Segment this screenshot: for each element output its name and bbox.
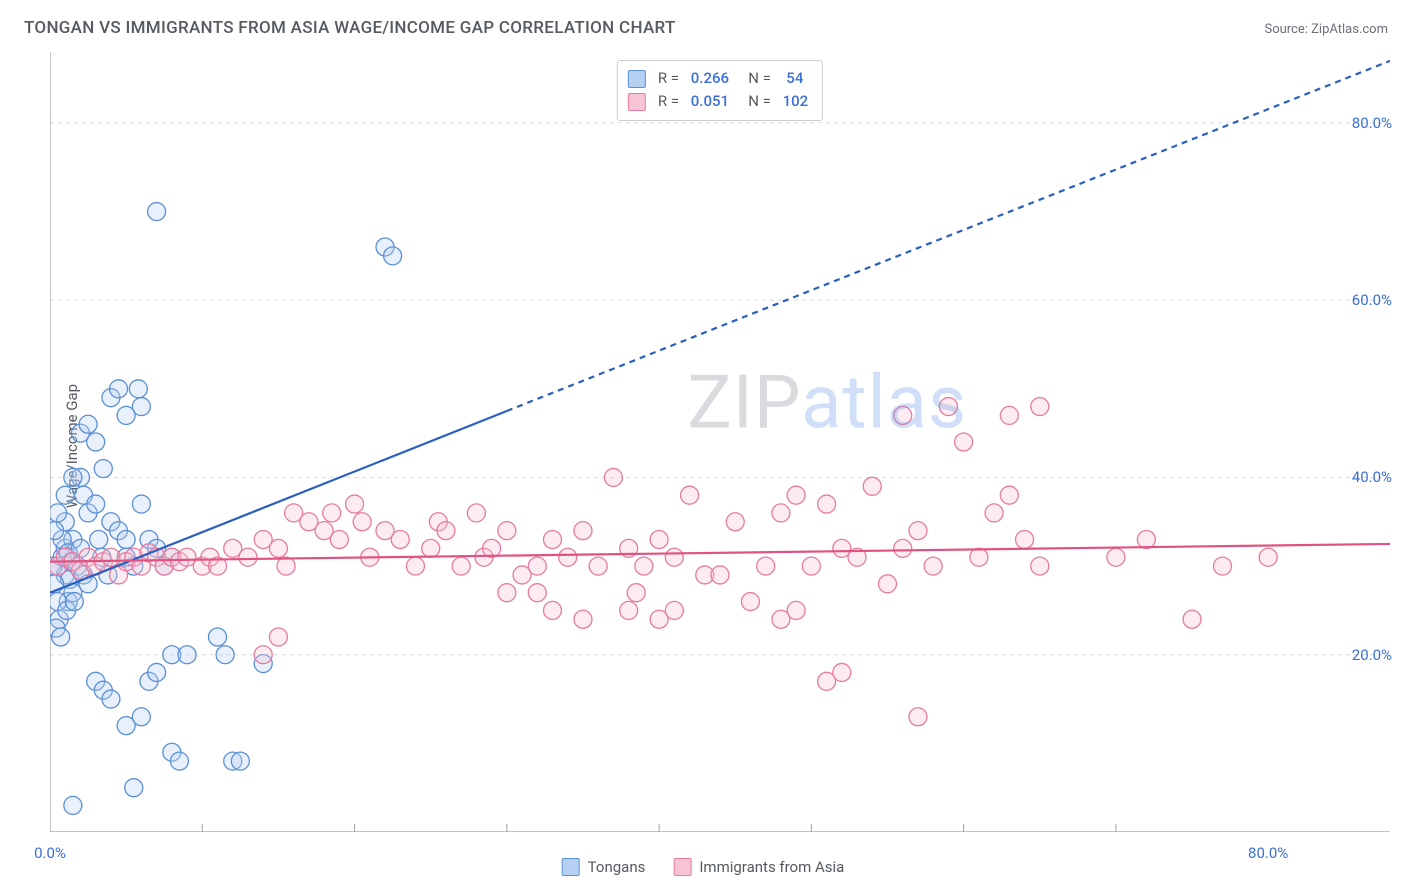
y-tick-label: 40.0%	[1352, 468, 1392, 486]
stats-legend: R = 0.266 N = 54 R = 0.051 N = 102	[617, 60, 823, 121]
stat-r-label: R =	[658, 90, 683, 113]
stat-r-label: R =	[658, 67, 683, 90]
stat-n-label: N =	[737, 90, 775, 113]
y-tick-label: 80.0%	[1352, 114, 1392, 132]
legend-item-immigrants: Immigrants from Asia	[673, 858, 844, 876]
swatch-icon	[562, 858, 580, 876]
chart-title: TONGAN VS IMMIGRANTS FROM ASIA WAGE/INCO…	[24, 18, 676, 38]
stats-row-immigrants: R = 0.051 N = 102	[628, 90, 808, 113]
stat-r-value: 0.266	[691, 67, 729, 90]
stat-r-value: 0.051	[691, 90, 729, 113]
stat-n-label: N =	[737, 67, 778, 90]
swatch-icon	[628, 93, 646, 111]
stats-row-tongans: R = 0.266 N = 54	[628, 67, 808, 90]
x-tick-label: 80.0%	[1248, 844, 1288, 862]
scatter-chart	[50, 52, 1390, 832]
swatch-icon	[628, 70, 646, 88]
legend-item-tongans: Tongans	[562, 858, 646, 876]
y-tick-label: 60.0%	[1352, 291, 1392, 309]
source-label: Source: ZipAtlas.com	[1264, 22, 1388, 37]
legend-label: Immigrants from Asia	[699, 858, 844, 876]
legend-label: Tongans	[588, 858, 646, 876]
stat-n-value: 102	[783, 90, 809, 113]
plot-container: ZIPatlas R = 0.266 N = 54 R = 0.051 N = …	[50, 52, 1390, 832]
bottom-legend: Tongans Immigrants from Asia	[552, 854, 855, 880]
swatch-icon	[673, 858, 691, 876]
y-tick-label: 20.0%	[1352, 646, 1392, 664]
stat-n-value: 54	[786, 67, 803, 90]
x-tick-label: 0.0%	[34, 844, 66, 862]
